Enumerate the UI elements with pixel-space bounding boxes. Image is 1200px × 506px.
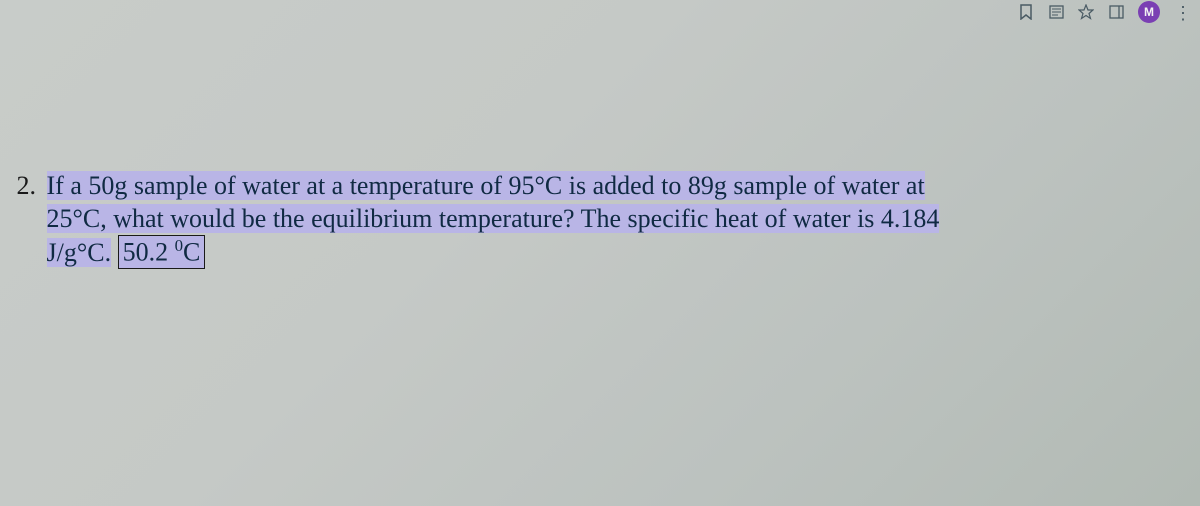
question-number: 2. xyxy=(2,170,40,203)
answer-value: 50.2 xyxy=(123,238,175,267)
page-root: M ⋮ 2. If a 50g sample of water at a tem… xyxy=(0,0,1200,506)
question-line-2: 25°C, what would be the equilibrium temp… xyxy=(47,204,940,233)
question-text: If a 50g sample of water at a temperatur… xyxy=(47,170,940,269)
reader-icon[interactable] xyxy=(1048,4,1064,20)
star-icon[interactable] xyxy=(1078,4,1094,20)
panel-icon[interactable] xyxy=(1108,4,1124,20)
kebab-menu-icon[interactable]: ⋮ xyxy=(1174,2,1192,22)
browser-toolbar: M ⋮ xyxy=(1018,0,1200,24)
answer-unit-sup: 0 xyxy=(175,236,183,255)
question-line-3-prefix: J/g°C. xyxy=(47,238,112,267)
answer-box: 50.2 0C xyxy=(118,235,206,269)
answer-unit-rest: C xyxy=(183,238,200,267)
avatar-letter: M xyxy=(1144,5,1154,19)
profile-avatar[interactable]: M xyxy=(1138,1,1160,23)
bookmark-icon[interactable] xyxy=(1018,4,1034,20)
question-line-1: If a 50g sample of water at a temperatur… xyxy=(47,171,925,200)
question-block: 2. If a 50g sample of water at a tempera… xyxy=(2,170,1160,269)
